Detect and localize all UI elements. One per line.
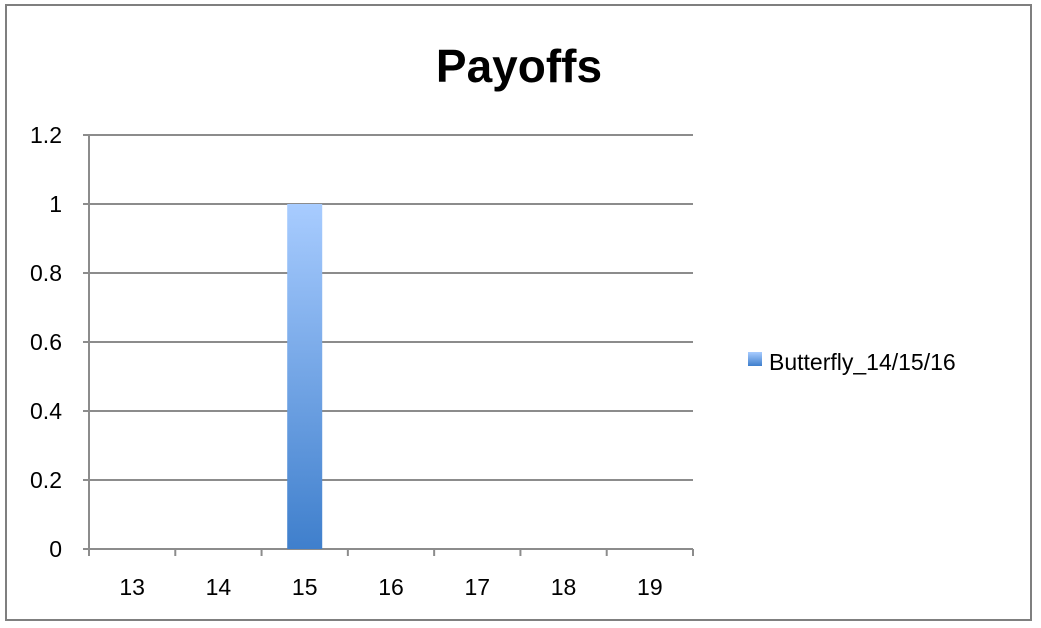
legend-label: Butterfly_14/15/16 xyxy=(769,349,956,375)
gridlines xyxy=(89,134,693,481)
chart-frame xyxy=(5,4,1032,621)
y-tick-labels: 0 0.2 0.4 0.6 0.8 1 1.2 xyxy=(30,122,62,562)
bars xyxy=(287,204,323,549)
chart-title: Payoffs xyxy=(436,40,602,92)
x-tick-label: 14 xyxy=(206,574,232,600)
legend-swatch xyxy=(748,352,762,366)
x-tick-label: 19 xyxy=(637,574,663,600)
axes xyxy=(83,134,694,556)
y-tick-label: 0.8 xyxy=(30,260,62,286)
y-tick-label: 0 xyxy=(49,536,62,562)
y-tick-label: 0.2 xyxy=(30,467,62,493)
legend: Butterfly_14/15/16 xyxy=(748,349,956,375)
x-tick-label: 15 xyxy=(292,574,318,600)
bar xyxy=(287,204,323,549)
x-tick-label: 18 xyxy=(551,574,577,600)
x-tick-label: 17 xyxy=(464,574,490,600)
x-tick-label: 16 xyxy=(378,574,404,600)
y-tick-label: 0.4 xyxy=(30,398,62,424)
y-tick-label: 1.2 xyxy=(30,122,62,148)
y-tick-label: 0.6 xyxy=(30,329,62,355)
x-tick-label: 13 xyxy=(119,574,145,600)
x-tick-labels: 13 14 15 16 17 18 19 xyxy=(119,574,662,600)
y-tick-label: 1 xyxy=(49,191,62,217)
